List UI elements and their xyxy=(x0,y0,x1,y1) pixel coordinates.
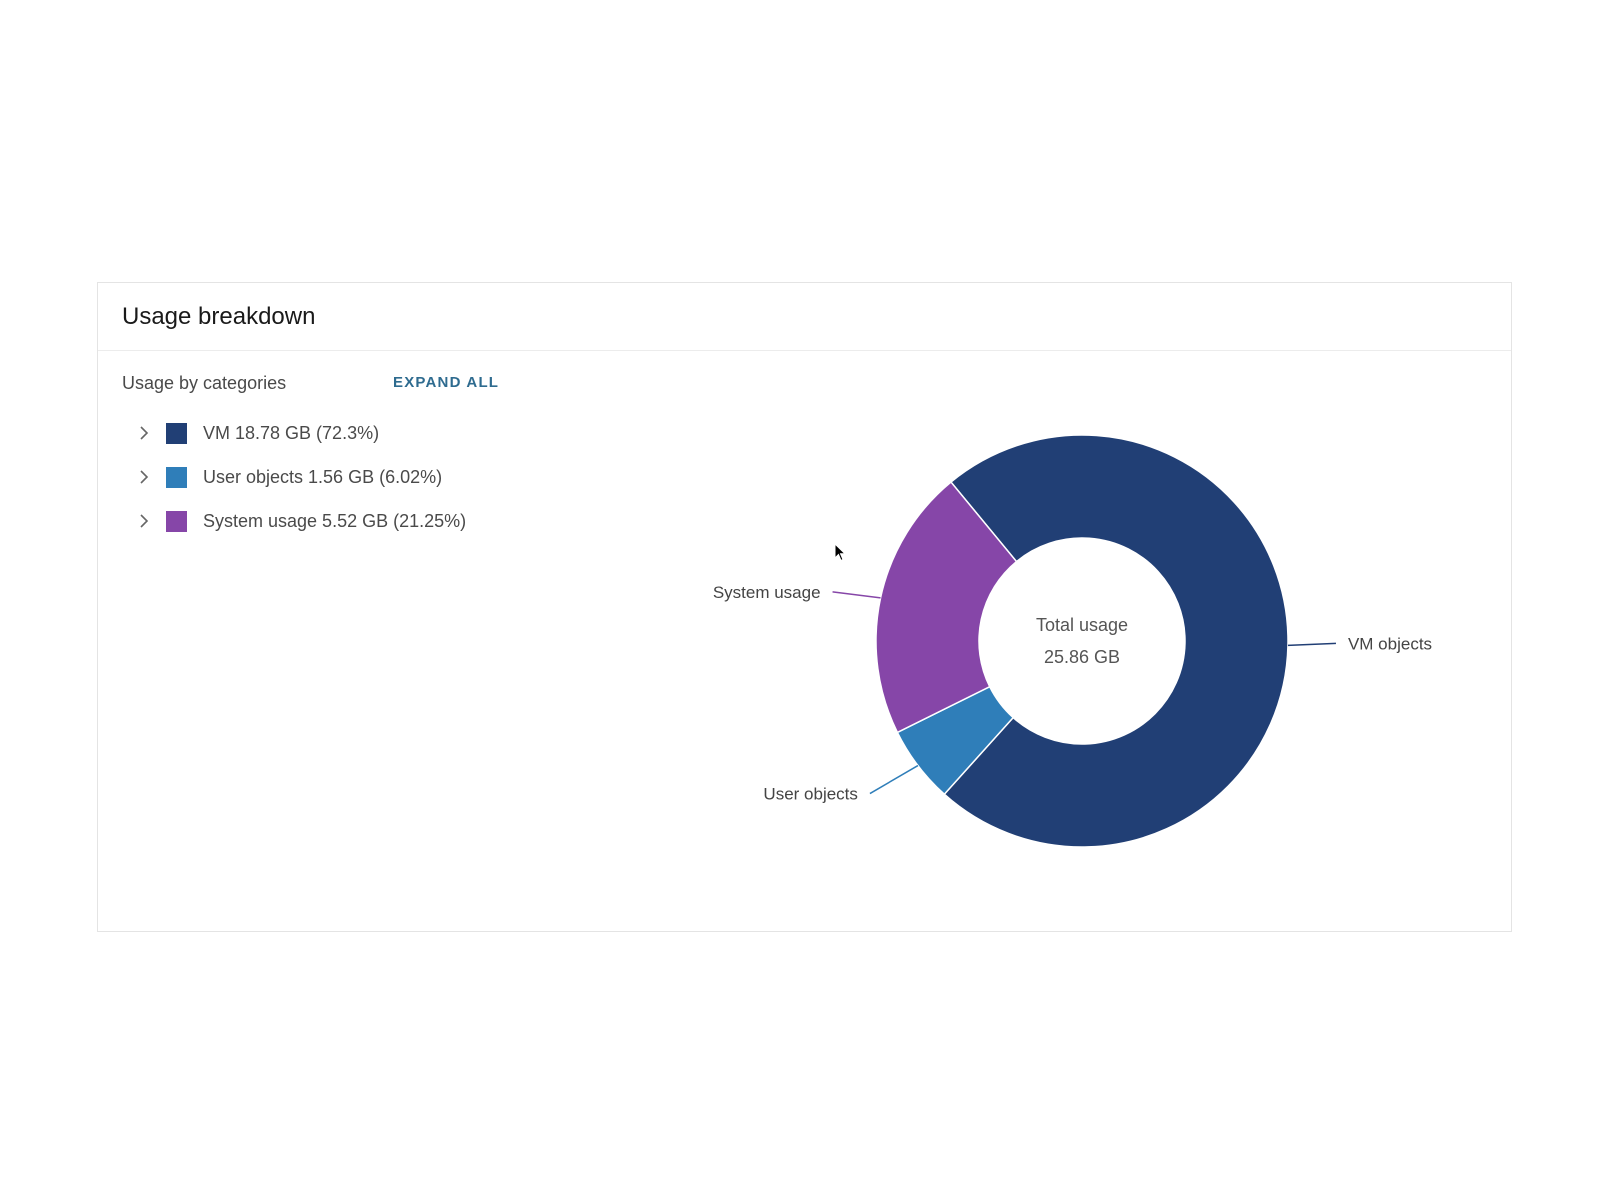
leader-line xyxy=(1287,642,1336,647)
chevron-right-icon[interactable] xyxy=(134,467,154,487)
mouse-cursor-icon xyxy=(834,542,848,568)
legend-item-label: User objects 1.56 GB (6.02%) xyxy=(203,466,443,487)
legend-item-user-objects[interactable]: User objects 1.56 GB (6.02%) xyxy=(134,455,466,499)
center-label: Total usage xyxy=(1036,615,1128,635)
usage-breakdown-card: Usage breakdown Usage by categories EXPA… xyxy=(97,282,1512,932)
card-title: Usage breakdown xyxy=(122,302,316,330)
legend-item-system-usage[interactable]: System usage 5.52 GB (21.25%) xyxy=(134,499,466,543)
chevron-right-icon[interactable] xyxy=(134,423,154,443)
donut-slice-system-usage[interactable] xyxy=(875,480,1018,734)
slice-label: System usage xyxy=(713,583,821,602)
leader-line xyxy=(832,591,881,599)
leader-line xyxy=(869,764,919,795)
card-header: Usage breakdown xyxy=(98,283,1511,351)
legend-list: VM 18.78 GB (72.3%) User objects 1.56 GB… xyxy=(134,411,466,543)
legend-header: Usage by categories EXPAND ALL xyxy=(122,373,498,394)
slices-layer xyxy=(875,434,1289,848)
legend-swatch xyxy=(166,466,187,488)
legend-item-label: System usage 5.52 GB (21.25%) xyxy=(203,510,467,531)
leader-lines-layer xyxy=(832,591,1336,795)
slice-label: User objects xyxy=(763,785,857,804)
slice-label: VM objects xyxy=(1348,634,1432,653)
expand-all-button[interactable]: EXPAND ALL xyxy=(393,374,500,391)
legend-swatch xyxy=(166,422,187,444)
legend-item-label: VM 18.78 GB (72.3%) xyxy=(203,422,380,443)
chevron-right-icon[interactable] xyxy=(134,511,154,531)
donut-chart: VM objects User objects System usage Total… xyxy=(713,434,1432,848)
legend-title: Usage by categories xyxy=(122,373,287,393)
donut-slice-vm-objects[interactable] xyxy=(943,434,1289,848)
center-value: 25.86 GB xyxy=(1044,647,1120,667)
legend-swatch xyxy=(166,510,187,532)
legend-item-vm[interactable]: VM 18.78 GB (72.3%) xyxy=(134,411,466,455)
slice-labels-layer: VM objects User objects System usage xyxy=(713,583,1432,804)
